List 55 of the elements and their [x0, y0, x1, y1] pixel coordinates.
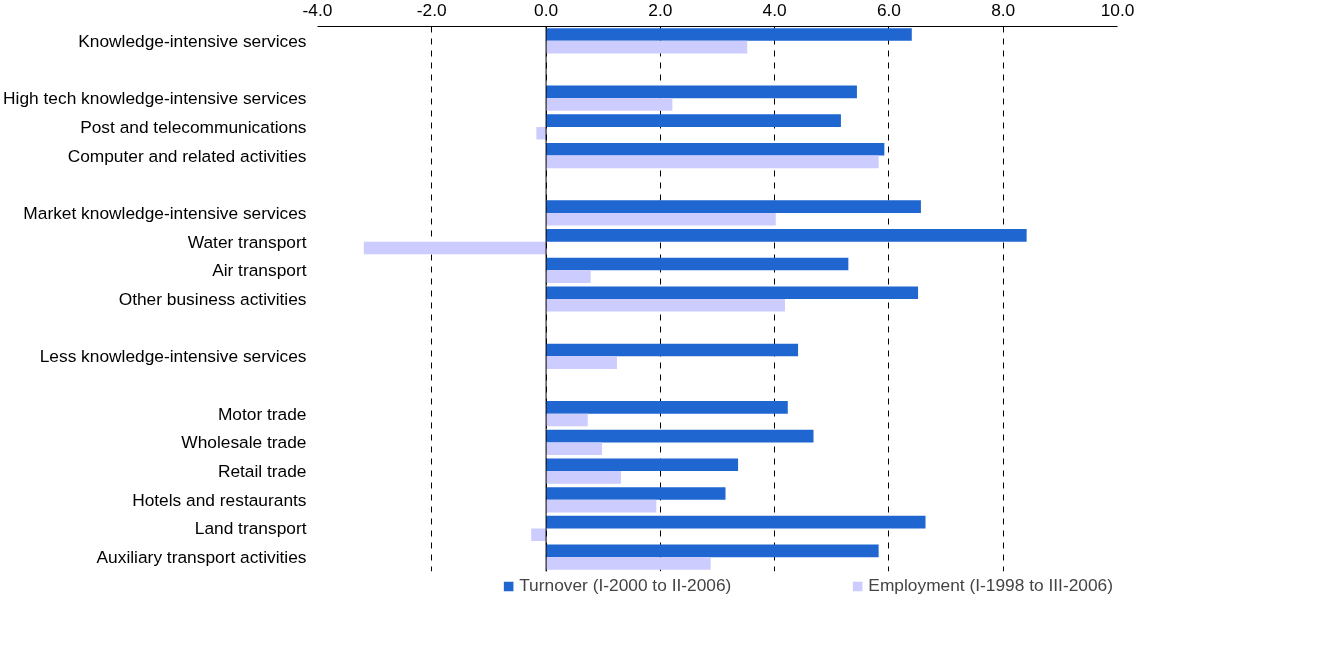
bar — [546, 356, 617, 369]
bar — [546, 458, 739, 472]
x-tick-label: 0.0 — [534, 0, 559, 20]
bar — [546, 515, 926, 529]
bar — [546, 544, 879, 558]
x-tick-label: 2.0 — [648, 0, 673, 20]
y-tick-label: Auxiliary transport activities — [96, 547, 307, 568]
bar — [546, 499, 657, 513]
y-tick-label: Market knowledge-intensive services — [23, 202, 307, 223]
bar — [546, 270, 591, 283]
bar — [546, 401, 788, 414]
bar — [546, 114, 841, 127]
y-tick-label: Other business activities — [118, 289, 307, 309]
bar — [546, 40, 748, 54]
y-tick-label: High tech knowledge-intensive services — [3, 88, 307, 109]
y-tick-label: Hotels and restaurants — [132, 489, 307, 510]
y-tick-label: Air transport — [212, 260, 307, 281]
bar — [546, 299, 785, 312]
y-tick-label: Land transport — [194, 518, 307, 539]
y-tick-label: Less knowledge-intensive services — [39, 346, 307, 367]
bar — [546, 212, 776, 226]
x-tick-label: 8.0 — [991, 0, 1016, 20]
y-tick-label: Post and telecommunications — [80, 116, 307, 137]
bar — [546, 155, 879, 169]
legend-label: Employment (I-1998 to III-2006) — [868, 575, 1113, 596]
bar — [531, 528, 547, 542]
y-tick-label: Retail trade — [217, 461, 307, 482]
bar — [546, 429, 814, 443]
bar — [546, 85, 857, 99]
bar — [363, 241, 547, 255]
y-tick-label: Computer and related activities — [67, 145, 307, 166]
x-tick-label: -2.0 — [416, 0, 447, 20]
bar — [546, 413, 588, 427]
bar — [536, 126, 547, 140]
bar — [546, 142, 885, 156]
bar — [546, 487, 726, 500]
bar — [546, 343, 799, 357]
x-tick-label: 6.0 — [876, 0, 901, 20]
x-tick-label: 4.0 — [762, 0, 787, 20]
y-tick-label: Knowledge-intensive services — [78, 30, 307, 51]
bar — [546, 286, 919, 299]
bar — [546, 98, 673, 111]
y-tick-label: Wholesale trade — [181, 432, 307, 453]
bar — [546, 200, 921, 213]
bar — [546, 557, 711, 570]
x-tick-label: 10.0 — [1100, 0, 1135, 20]
bar — [546, 442, 603, 456]
bar — [546, 257, 849, 271]
legend-label: Turnover (I-2000 to II-2006) — [519, 575, 732, 596]
bar — [546, 28, 912, 41]
x-tick-label: -4.0 — [302, 0, 333, 20]
y-tick-label: Motor trade — [217, 403, 307, 424]
y-tick-label: Water transport — [187, 231, 307, 252]
bar — [546, 471, 621, 484]
bar — [546, 229, 1027, 242]
